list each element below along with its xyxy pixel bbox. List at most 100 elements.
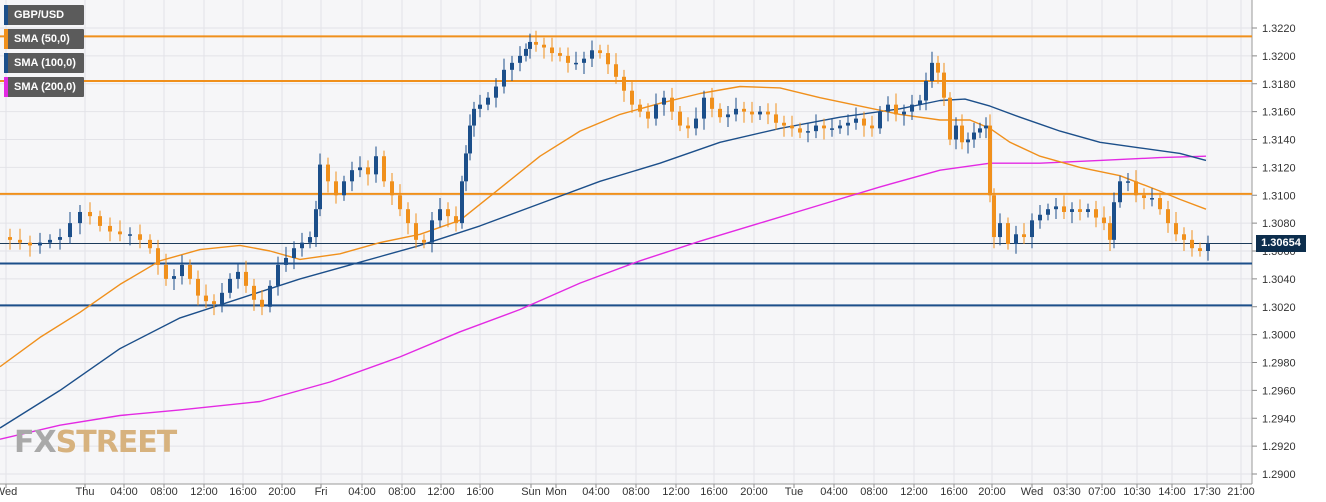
candle-body [662,97,666,105]
candle-body [954,125,958,140]
candle-body [1046,209,1050,215]
candle-body [468,125,472,154]
candle-body [454,216,458,224]
candle-body [830,128,834,130]
candle-body [550,47,554,54]
x-tick-label: 20:00 [268,486,296,498]
candle-body [622,76,626,91]
x-tick-label: Thu [76,486,95,498]
candle-body [460,181,464,224]
candle-body [308,237,312,243]
legend-item-sma200: SMA (200,0) [4,77,84,97]
y-tick-label: 1.3200 [1262,51,1296,63]
candle-body [196,278,200,296]
candle-body [614,64,618,77]
candle-body [108,225,112,232]
candle-body [334,181,338,196]
candle-body [1070,209,1074,212]
legend-item-sma50: SMA (50,0) [4,29,84,49]
candle-body [314,209,318,238]
candle-body [188,264,192,279]
candle-body [38,242,42,246]
candle-body [486,97,490,105]
candle-body [228,278,232,293]
candle-body [1118,181,1122,203]
candle-body [984,125,988,129]
candle-body [1112,202,1116,240]
candle-body [398,195,402,210]
candle-body [1190,239,1194,249]
candle-body [164,264,168,279]
candle-body [48,239,52,243]
y-tick-label: 1.3120 [1262,162,1296,174]
candle-body [862,118,866,126]
y-tick-label: 1.3160 [1262,107,1296,119]
candle-body [1198,248,1202,251]
sma100-line [0,98,1207,429]
candle-body [654,104,658,119]
candle-body [366,167,370,175]
candle-body [894,104,898,115]
candle-body [846,122,850,126]
candle-body [574,62,578,65]
y-tick-label: 1.3220 [1262,23,1296,35]
candle-body [782,122,786,126]
x-tick-label: 21:00 [1227,486,1255,498]
x-tick-label: Tue [785,486,804,498]
y-tick-label: 1.2980 [1262,358,1296,370]
candle-body [822,125,826,129]
candle-body [598,50,602,54]
candle-body [566,55,570,63]
candle-body [992,195,996,238]
candle-body [638,104,642,112]
candle-body [244,271,248,286]
candle-body [1150,198,1154,200]
y-tick-label: 1.2960 [1262,385,1296,397]
y-tick-label: 1.3000 [1262,330,1296,342]
candle-body [1102,217,1106,224]
candle-body [1014,234,1018,245]
candle-body [966,139,970,143]
x-tick-label: 12:00 [427,486,455,498]
x-tick-label: 04:00 [820,486,848,498]
candle-body [406,209,410,224]
y-tick-label: 1.3100 [1262,190,1296,202]
candle-body [220,292,224,304]
candle-body [936,62,940,73]
candle-body [292,248,296,258]
x-tick-label: 08:00 [388,486,416,498]
x-tick-label: Fri [315,486,328,498]
candle-body [446,209,450,217]
candle-body [1182,234,1186,240]
candle-body [870,125,874,129]
candle-body [204,295,208,302]
candle-body [464,153,468,182]
candle-body [1086,209,1090,212]
candle-body [1142,195,1146,199]
plot-background [0,0,1252,484]
candle-body [18,239,22,243]
candle-body [924,80,928,101]
x-tick-label: Wed [0,486,17,498]
legend-label-gbpusd: GBP/USD [14,9,65,21]
candle-body [128,234,132,236]
candle-body [276,264,280,286]
candle-body [284,257,288,265]
candle-body [1030,220,1034,238]
candle-body [806,131,810,133]
candle-body [268,285,272,307]
candle-body [878,111,882,129]
candle-body [590,50,594,59]
candle-body [374,156,378,175]
candle-body [930,62,934,81]
candle-body [918,100,922,105]
legend-label-sma100: SMA (100,0) [14,57,76,69]
x-tick-label: Wed [1021,486,1043,498]
candle-body [382,156,386,182]
candle-body [1022,234,1026,238]
legend-item-sma100: SMA (100,0) [4,53,84,73]
candle-body [68,223,72,238]
candle-body [1038,214,1042,221]
candle-body [910,104,914,112]
